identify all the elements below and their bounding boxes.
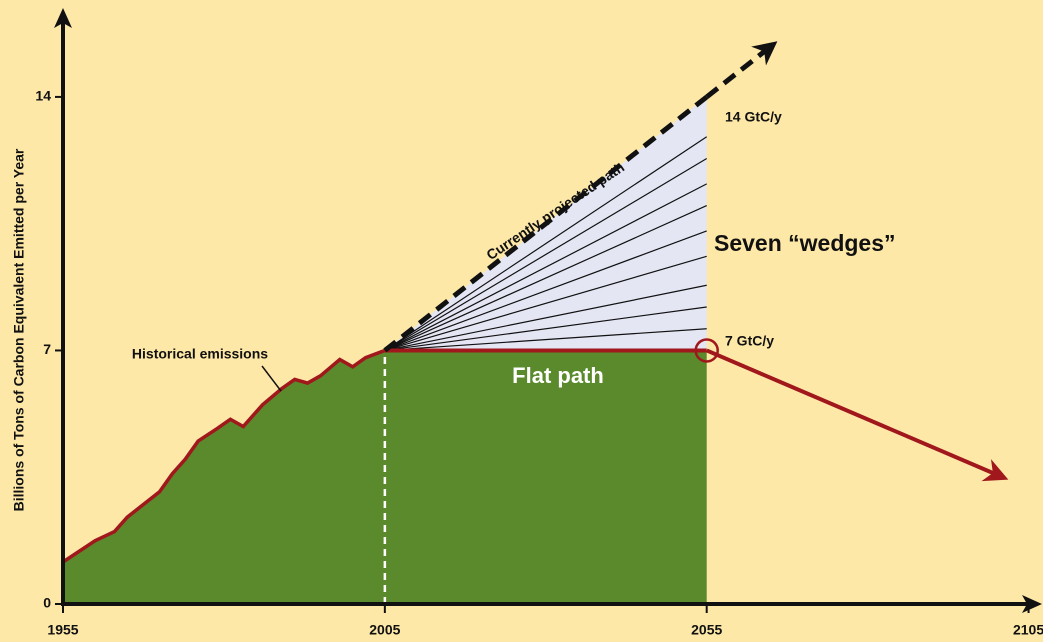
projected-line (383, 94, 709, 353)
annotation-leader (261, 365, 282, 392)
wedge-line (384, 306, 707, 352)
annotation: 7 GtC/y (725, 333, 774, 349)
x-tick-label: 2005 (369, 622, 400, 638)
wedge-line (384, 136, 708, 351)
wedge-line (384, 183, 707, 351)
annotation: Seven “wedges” (714, 230, 896, 256)
annotation: Flat path (512, 363, 604, 388)
wedge-line (384, 230, 707, 352)
decline-arrowhead (981, 459, 1009, 482)
pivot-circle (694, 338, 719, 363)
annotation: 14 GtC/y (725, 109, 782, 125)
annotation: Historical emissions (132, 346, 268, 362)
historical-line (62, 348, 386, 564)
y-tick-label: 14 (35, 88, 51, 104)
y-axis-arrow (54, 8, 72, 28)
wedge-line (384, 205, 707, 352)
x-tick-label: 2055 (691, 622, 722, 638)
x-axis-arrow (1022, 595, 1042, 613)
wedge-line (384, 157, 708, 351)
wedge-line (384, 328, 707, 352)
y-tick-label: 7 (43, 341, 51, 357)
projected-arrowhead (751, 41, 778, 66)
x-tick-label: 1955 (47, 622, 78, 638)
projected-extension (705, 47, 768, 99)
wedge-line (384, 284, 707, 352)
y-tick-label: 0 (43, 595, 51, 611)
y-axis-label: Billions of Tons of Carbon Equivalent Em… (11, 148, 27, 511)
decline-line (705, 348, 1004, 480)
wedge-line (384, 255, 707, 352)
x-tick-label: 2105 (1013, 622, 1043, 638)
